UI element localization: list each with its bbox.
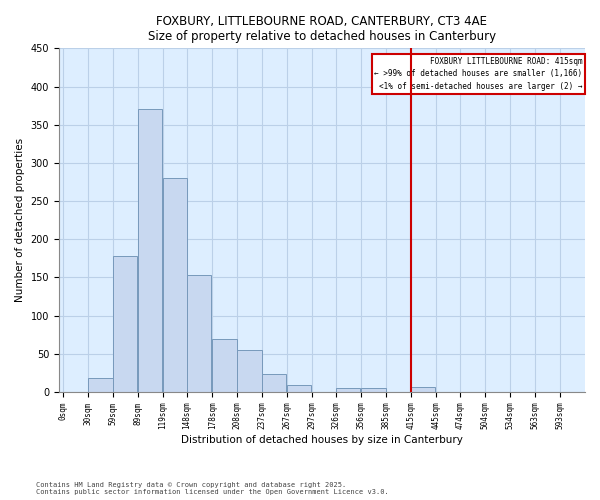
Bar <box>113 256 137 392</box>
Bar <box>137 110 162 392</box>
Bar <box>187 275 211 392</box>
Bar <box>361 388 386 392</box>
Bar <box>163 178 187 392</box>
Bar <box>336 388 361 392</box>
Bar <box>88 378 113 392</box>
Bar <box>262 374 286 392</box>
X-axis label: Distribution of detached houses by size in Canterbury: Distribution of detached houses by size … <box>181 435 463 445</box>
Bar <box>411 386 435 392</box>
Text: FOXBURY LITTLEBOURNE ROAD: 415sqm
← >99% of detached houses are smaller (1,166)
: FOXBURY LITTLEBOURNE ROAD: 415sqm ← >99%… <box>374 57 583 91</box>
Y-axis label: Number of detached properties: Number of detached properties <box>15 138 25 302</box>
Bar <box>212 338 236 392</box>
Bar <box>287 385 311 392</box>
Text: Contains HM Land Registry data © Crown copyright and database right 2025.
Contai: Contains HM Land Registry data © Crown c… <box>36 482 389 495</box>
Title: FOXBURY, LITTLEBOURNE ROAD, CANTERBURY, CT3 4AE
Size of property relative to det: FOXBURY, LITTLEBOURNE ROAD, CANTERBURY, … <box>148 15 496 43</box>
Bar <box>238 350 262 392</box>
